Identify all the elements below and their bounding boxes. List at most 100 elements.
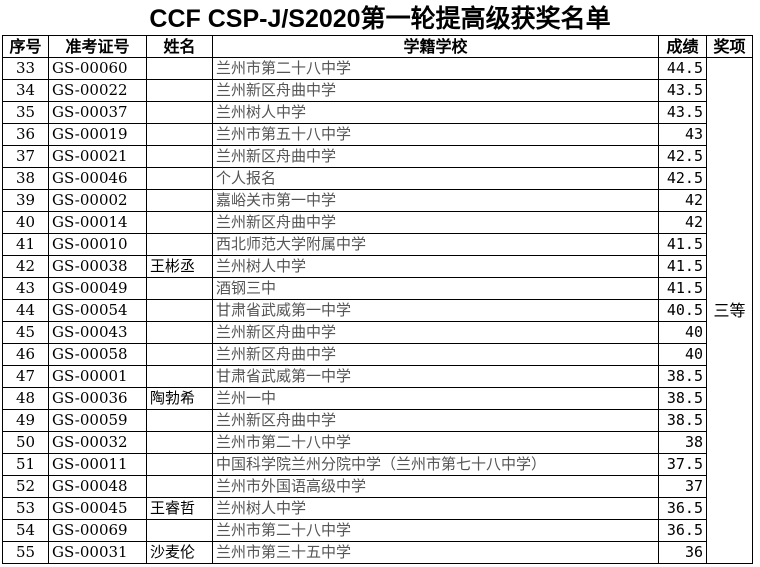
score-cell[interactable]: 36 [658, 541, 707, 564]
score-cell[interactable]: 42 [658, 189, 707, 212]
exam-id-cell[interactable]: GS-00043 [48, 321, 147, 344]
score-cell[interactable]: 36.5 [658, 519, 707, 542]
name-cell[interactable] [146, 321, 213, 344]
header-seq[interactable]: 序号 [2, 35, 49, 58]
name-cell[interactable] [146, 145, 213, 168]
exam-id-cell[interactable]: GS-00011 [48, 453, 147, 476]
seq-cell[interactable]: 44 [2, 299, 49, 322]
name-cell[interactable] [146, 189, 213, 212]
name-cell[interactable] [146, 123, 213, 146]
school-cell[interactable]: 个人报名 [212, 167, 659, 190]
seq-cell[interactable]: 41 [2, 233, 49, 256]
school-cell[interactable]: 兰州一中 [212, 387, 659, 410]
score-cell[interactable]: 42 [658, 211, 707, 234]
school-cell[interactable]: 兰州市外国语高级中学 [212, 475, 659, 498]
name-cell[interactable] [146, 79, 213, 102]
header-award[interactable]: 奖项 [706, 35, 753, 58]
name-cell[interactable] [146, 409, 213, 432]
name-cell[interactable] [146, 431, 213, 454]
exam-id-cell[interactable]: GS-00038 [48, 255, 147, 278]
name-cell[interactable]: 王睿哲 [146, 497, 213, 520]
score-cell[interactable]: 37.5 [658, 453, 707, 476]
score-cell[interactable]: 40 [658, 343, 707, 366]
score-cell[interactable]: 43 [658, 123, 707, 146]
exam-id-cell[interactable]: GS-00036 [48, 387, 147, 410]
score-cell[interactable]: 41.5 [658, 277, 707, 300]
seq-cell[interactable]: 39 [2, 189, 49, 212]
school-cell[interactable]: 酒钢三中 [212, 277, 659, 300]
score-cell[interactable]: 41.5 [658, 255, 707, 278]
school-cell[interactable]: 兰州新区舟曲中学 [212, 211, 659, 234]
exam-id-cell[interactable]: GS-00045 [48, 497, 147, 520]
score-cell[interactable]: 37 [658, 475, 707, 498]
seq-cell[interactable]: 34 [2, 79, 49, 102]
name-cell[interactable] [146, 299, 213, 322]
header-score[interactable]: 成绩 [658, 35, 707, 58]
exam-id-cell[interactable]: GS-00001 [48, 365, 147, 388]
school-cell[interactable]: 中国科学院兰州分院中学（兰州市第七十八中学） [212, 453, 659, 476]
score-cell[interactable]: 38.5 [658, 365, 707, 388]
header-school[interactable]: 学籍学校 [212, 35, 659, 58]
score-cell[interactable]: 38.5 [658, 387, 707, 410]
exam-id-cell[interactable]: GS-00059 [48, 409, 147, 432]
seq-cell[interactable]: 45 [2, 321, 49, 344]
seq-cell[interactable]: 52 [2, 475, 49, 498]
exam-id-cell[interactable]: GS-00014 [48, 211, 147, 234]
school-cell[interactable]: 兰州树人中学 [212, 497, 659, 520]
exam-id-cell[interactable]: GS-00022 [48, 79, 147, 102]
score-cell[interactable]: 40.5 [658, 299, 707, 322]
exam-id-cell[interactable]: GS-00069 [48, 519, 147, 542]
school-cell[interactable]: 兰州市第二十八中学 [212, 519, 659, 542]
exam-id-cell[interactable]: GS-00046 [48, 167, 147, 190]
score-cell[interactable]: 42.5 [658, 145, 707, 168]
school-cell[interactable]: 兰州树人中学 [212, 255, 659, 278]
exam-id-cell[interactable]: GS-00049 [48, 277, 147, 300]
score-cell[interactable]: 38 [658, 431, 707, 454]
school-cell[interactable]: 兰州市第三十五中学 [212, 541, 659, 564]
seq-cell[interactable]: 48 [2, 387, 49, 410]
exam-id-cell[interactable]: GS-00032 [48, 431, 147, 454]
name-cell[interactable]: 王彬丞 [146, 255, 213, 278]
exam-id-cell[interactable]: GS-00037 [48, 101, 147, 124]
exam-id-cell[interactable]: GS-00048 [48, 475, 147, 498]
seq-cell[interactable]: 40 [2, 211, 49, 234]
name-cell[interactable] [146, 233, 213, 256]
exam-id-cell[interactable]: GS-00058 [48, 343, 147, 366]
exam-id-cell[interactable]: GS-00010 [48, 233, 147, 256]
header-exam-id[interactable]: 准考证号 [48, 35, 147, 58]
exam-id-cell[interactable]: GS-00054 [48, 299, 147, 322]
name-cell[interactable] [146, 101, 213, 124]
name-cell[interactable] [146, 453, 213, 476]
score-cell[interactable]: 40 [658, 321, 707, 344]
seq-cell[interactable]: 51 [2, 453, 49, 476]
name-cell[interactable]: 陶勃希 [146, 387, 213, 410]
seq-cell[interactable]: 42 [2, 255, 49, 278]
school-cell[interactable]: 兰州市第二十八中学 [212, 57, 659, 80]
score-cell[interactable]: 44.5 [658, 57, 707, 80]
school-cell[interactable]: 兰州市第二十八中学 [212, 431, 659, 454]
school-cell[interactable]: 兰州新区舟曲中学 [212, 145, 659, 168]
seq-cell[interactable]: 36 [2, 123, 49, 146]
award-cell[interactable]: 三等 [706, 57, 753, 564]
name-cell[interactable] [146, 343, 213, 366]
exam-id-cell[interactable]: GS-00021 [48, 145, 147, 168]
name-cell[interactable] [146, 211, 213, 234]
name-cell[interactable] [146, 519, 213, 542]
name-cell[interactable] [146, 475, 213, 498]
school-cell[interactable]: 兰州新区舟曲中学 [212, 343, 659, 366]
seq-cell[interactable]: 37 [2, 145, 49, 168]
score-cell[interactable]: 43.5 [658, 101, 707, 124]
score-cell[interactable]: 36.5 [658, 497, 707, 520]
score-cell[interactable]: 42.5 [658, 167, 707, 190]
score-cell[interactable]: 41.5 [658, 233, 707, 256]
seq-cell[interactable]: 46 [2, 343, 49, 366]
exam-id-cell[interactable]: GS-00019 [48, 123, 147, 146]
name-cell[interactable] [146, 365, 213, 388]
header-name[interactable]: 姓名 [146, 35, 213, 58]
school-cell[interactable]: 兰州树人中学 [212, 101, 659, 124]
seq-cell[interactable]: 33 [2, 57, 49, 80]
school-cell[interactable]: 嘉峪关市第一中学 [212, 189, 659, 212]
school-cell[interactable]: 兰州新区舟曲中学 [212, 321, 659, 344]
name-cell[interactable] [146, 167, 213, 190]
seq-cell[interactable]: 53 [2, 497, 49, 520]
